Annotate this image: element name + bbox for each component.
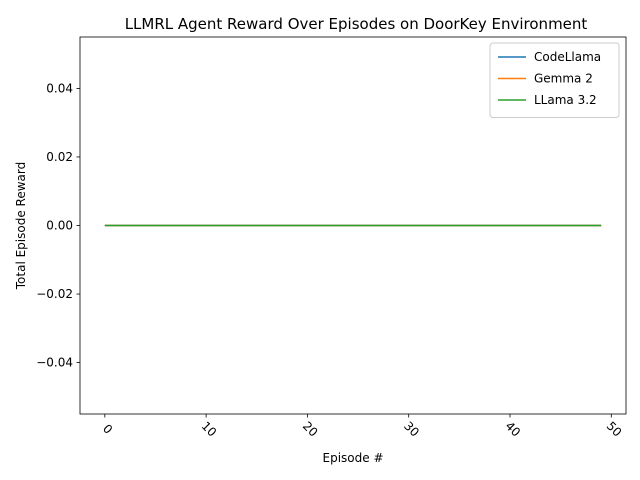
y-axis: −0.04 −0.02 0.00 0.02 0.04 (36, 81, 80, 370)
legend: CodeLlama Gemma 2 LLama 3.2 (489, 42, 620, 118)
y-axis-label: Total Episode Reward (14, 162, 28, 290)
x-axis-label: Episode # (323, 451, 384, 465)
x-tick-label: 10 (199, 419, 220, 440)
legend-box (489, 42, 620, 118)
y-tick-label: −0.02 (36, 287, 73, 301)
x-axis: 0 10 20 30 40 50 (100, 414, 624, 440)
x-tick-label: 20 (300, 419, 321, 440)
chart-title: LLMRL Agent Reward Over Episodes on Door… (125, 15, 588, 33)
legend-label: Gemma 2 (534, 72, 593, 86)
x-tick-label: 50 (604, 419, 625, 440)
x-tick-label: 40 (502, 419, 523, 440)
legend-label: LLama 3.2 (534, 93, 597, 107)
y-tick-label: 0.00 (46, 219, 73, 233)
x-tick-label: 30 (401, 419, 422, 440)
y-tick-label: −0.04 (36, 356, 73, 370)
y-tick-label: 0.04 (46, 81, 73, 95)
x-tick-label: 0 (100, 422, 115, 437)
y-tick-label: 0.02 (46, 150, 73, 164)
legend-label: CodeLlama (534, 50, 601, 64)
